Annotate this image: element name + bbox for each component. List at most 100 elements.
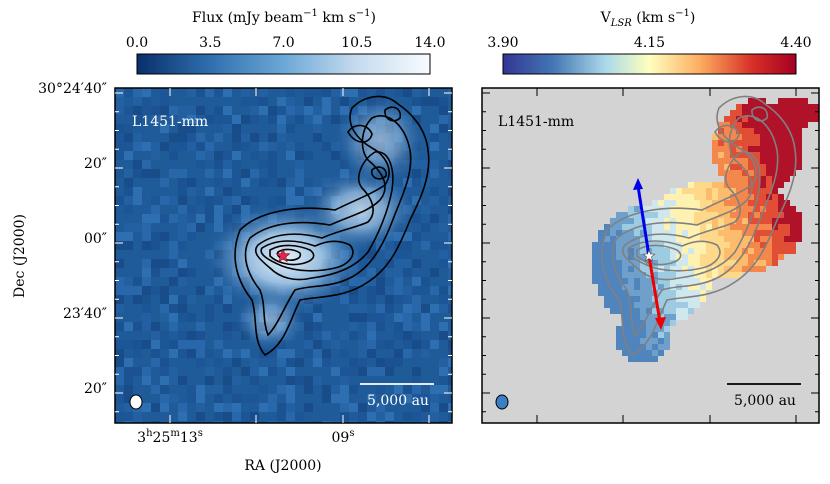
noise-pixel	[430, 394, 439, 403]
velocity-pixel	[664, 254, 670, 260]
noise-pixel	[178, 106, 187, 115]
velocity-pixel	[712, 254, 718, 260]
velocity-pixel	[634, 320, 640, 326]
velocity-pixel	[628, 266, 634, 272]
velocity-pixel	[646, 242, 652, 248]
noise-pixel	[196, 349, 205, 358]
velocity-pixel	[682, 266, 688, 272]
noise-pixel	[322, 385, 331, 394]
velocity-pixel	[610, 284, 616, 290]
velocity-pixel	[688, 182, 694, 188]
noise-pixel	[367, 340, 376, 349]
noise-pixel	[115, 196, 124, 205]
velocity-pixel	[694, 230, 700, 236]
noise-pixel	[313, 106, 322, 115]
velocity-pixel	[706, 272, 712, 278]
velocity-pixel	[736, 260, 742, 266]
noise-pixel	[223, 385, 232, 394]
velocity-pixel	[676, 278, 682, 284]
noise-pixel	[448, 286, 452, 295]
velocity-pixel	[760, 242, 766, 248]
noise-pixel	[421, 349, 430, 358]
velocity-pixel	[730, 218, 736, 224]
noise-pixel	[115, 124, 124, 133]
noise-pixel	[115, 259, 124, 268]
noise-pixel	[439, 376, 448, 385]
noise-pixel	[169, 214, 178, 223]
velocity-contours	[601, 95, 797, 356]
velocity-pixel	[754, 236, 760, 242]
noise-pixel	[412, 322, 421, 331]
noise-pixel	[439, 358, 448, 367]
velocity-pixel	[616, 344, 622, 350]
velocity-pixel	[676, 302, 682, 308]
noise-pixel	[349, 367, 358, 376]
noise-pixel	[205, 115, 214, 124]
noise-pixel	[124, 421, 133, 423]
noise-pixel	[394, 322, 403, 331]
noise-pixel	[178, 349, 187, 358]
velocity-pixel	[622, 350, 628, 356]
velocity-pixel	[718, 266, 724, 272]
noise-pixel	[178, 196, 187, 205]
noise-pixel	[160, 313, 169, 322]
noise-pixel	[241, 349, 250, 358]
contour-knot-2	[751, 106, 769, 122]
velocity-pixel	[604, 236, 610, 242]
noise-pixel	[403, 322, 412, 331]
velocity-pixel	[634, 212, 640, 218]
velocity-pixel	[598, 260, 604, 266]
noise-pixel	[151, 169, 160, 178]
noise-pixel	[448, 268, 452, 277]
contour-level-3	[254, 151, 394, 281]
velocity-pixel	[640, 230, 646, 236]
velocity-pixel	[664, 218, 670, 224]
velocity-pixel	[622, 218, 628, 224]
noise-pixel	[232, 142, 241, 151]
velocity-pixel	[790, 140, 796, 146]
noise-pixel	[169, 367, 178, 376]
noise-pixel	[178, 142, 187, 151]
velocity-pixel	[772, 194, 778, 200]
velocity-pixel	[616, 308, 622, 314]
noise-pixel	[421, 340, 430, 349]
velocity-pixel	[640, 278, 646, 284]
noise-pixel	[160, 403, 169, 412]
velocity-pixel	[658, 230, 664, 236]
velocity-pixel	[694, 182, 700, 188]
velocity-pixel	[784, 164, 790, 170]
noise-pixel	[187, 133, 196, 142]
velocity-pixel	[754, 152, 760, 158]
noise-pixel	[439, 106, 448, 115]
noise-pixel	[142, 232, 151, 241]
noise-pixel	[376, 385, 385, 394]
velocity-pixel	[760, 224, 766, 230]
noise-pixel	[322, 421, 331, 423]
velocity-pixel	[724, 194, 730, 200]
velocity-pixel	[718, 242, 724, 248]
emission-south-tail	[235, 290, 305, 350]
velocity-pixel	[670, 314, 676, 320]
velocity-pixel	[664, 284, 670, 290]
velocity-pixel	[628, 206, 634, 212]
velocity-pixel	[760, 122, 766, 128]
noise-pixel	[169, 106, 178, 115]
noise-pixel	[205, 376, 214, 385]
velocity-pixel	[700, 266, 706, 272]
velocity-pixel	[616, 338, 622, 344]
velocity-pixel	[616, 260, 622, 266]
noise-pixel	[322, 88, 331, 97]
noise-pixel	[160, 421, 169, 423]
velocity-pixel	[778, 254, 784, 260]
velocity-pixel	[778, 170, 784, 176]
velocity-pixel	[592, 254, 598, 260]
velocity-pixel	[658, 278, 664, 284]
velocity-pixel	[778, 242, 784, 248]
noise-pixel	[160, 214, 169, 223]
noise-pixel	[133, 322, 142, 331]
noise-pixel	[376, 340, 385, 349]
velocity-pixel	[652, 230, 658, 236]
velocity-pixel	[676, 266, 682, 272]
noise-pixel	[430, 286, 439, 295]
noise-pixel	[142, 403, 151, 412]
